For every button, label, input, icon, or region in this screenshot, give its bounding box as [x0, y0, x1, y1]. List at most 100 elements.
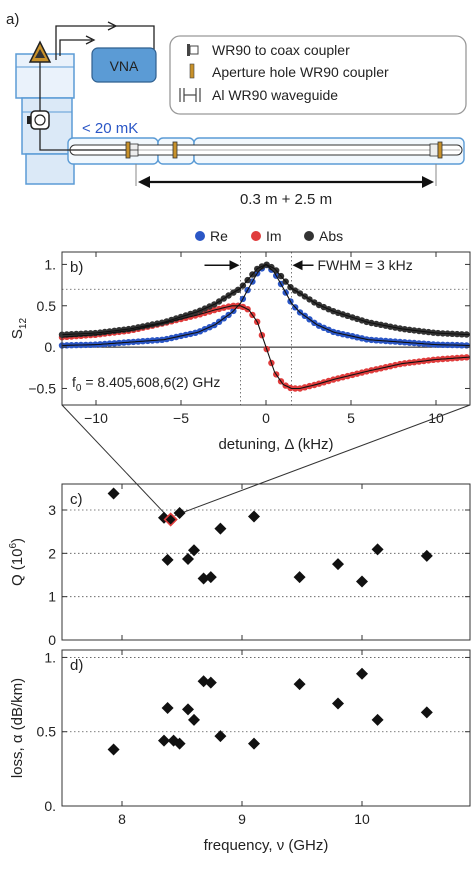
legend-item-aperture-hole: Aperture hole WR90 coupler: [212, 64, 389, 80]
f0-annotation: f0 = 8.405,608,6(2) GHz: [72, 374, 220, 394]
loss-data-point: [420, 706, 433, 719]
panel-d-x-tick-label: 9: [238, 811, 246, 827]
panel-d-y-tick-label: 0.5: [37, 724, 57, 740]
legend-re-label: Re: [210, 228, 228, 244]
panel-d-data-points: [107, 667, 433, 756]
vna-box: VNA: [91, 47, 157, 83]
panel-d-frame: [61, 649, 471, 807]
legend-waveguide-icon: [179, 88, 201, 102]
q-data-point: [371, 543, 384, 556]
q-data-point: [293, 571, 306, 584]
panel-c-y-axis-label: Q (106): [8, 538, 26, 586]
fit-curve-abs: [61, 263, 471, 336]
legend-item-coax-coupler: WR90 to coax coupler: [212, 42, 350, 58]
panel-c-data-points: [107, 487, 433, 588]
panel-b-data-points: [58, 261, 470, 392]
loss-data-point: [356, 667, 368, 680]
panel-c-y-tick-label: 0: [48, 632, 56, 648]
loss-data-point: [293, 678, 306, 691]
panel-b-fit-curves: [61, 263, 471, 390]
length-label: 0.3 m + 2.5 m: [240, 191, 332, 208]
loss-data-point: [332, 697, 344, 710]
panel-b-y-tick-label: 0.5: [37, 298, 57, 314]
cryostat-cold-stage: [25, 153, 75, 185]
q-data-point: [214, 522, 227, 535]
loss-data-point: [158, 734, 170, 747]
legend-coax-coupler-icon: [187, 44, 199, 56]
coax-coupler-left-icon: [125, 141, 139, 159]
loss-data-point: [371, 713, 384, 726]
coax-coupler-right-icon: [429, 141, 443, 159]
panel-b-y-tick-label: −0.5: [28, 380, 56, 396]
loss-data-point: [188, 713, 200, 726]
loss-data-point: [107, 743, 120, 756]
f0-subscript: 0: [76, 383, 82, 394]
panel-c-y-tick-label: 1: [48, 589, 56, 605]
panel-d-y-tick-label: 1.: [44, 649, 56, 665]
q-highlighted-point: [163, 512, 178, 527]
f0-symbol: f: [72, 374, 76, 390]
s12-subscript: 12: [18, 317, 29, 329]
panel-c-frame: [61, 483, 471, 641]
cables: [39, 21, 155, 151]
panel-b-y-tick-label: 1.: [44, 256, 56, 272]
loss-data-point: [204, 676, 217, 689]
vna-label: VNA: [110, 58, 139, 74]
panel-c-y-tick-label: 2: [48, 545, 56, 561]
q-data-point: [107, 487, 120, 500]
panel-b-x-tick-label: −5: [173, 410, 189, 426]
q-data-point: [204, 571, 217, 584]
legend-im-label: Im: [266, 228, 282, 244]
legend-item-waveguide: Al WR90 waveguide: [212, 87, 338, 103]
f0-value: = 8.405,608,6(2) GHz: [81, 374, 220, 390]
panel-b-x-tick-label: 0: [262, 410, 270, 426]
panel-c-quality-factor: 0 1 2 3 c) Q (106): [8, 483, 471, 648]
fwhm-label: FWHM = 3 kHz: [318, 257, 413, 273]
loss-data-point: [248, 737, 260, 750]
q-data-point: [248, 510, 260, 523]
fwhm-annotation: FWHM = 3 kHz: [204, 257, 413, 273]
panel-b-label: b): [70, 259, 83, 276]
q-data-point: [173, 507, 186, 520]
legend-im-marker: [251, 231, 261, 241]
q-label-text: Q (10: [9, 549, 26, 587]
s12-symbol: S: [9, 329, 26, 339]
panel-b-legend: Re Im Abs: [195, 228, 343, 244]
q-data-point: [182, 552, 194, 565]
panel-d-x-axis-label: frequency, ν (GHz): [204, 837, 329, 854]
panel-b-y-tick-label: 0.: [44, 339, 56, 355]
panel-d-x-tick-label: 8: [118, 811, 126, 827]
fit-curve-im: [61, 305, 471, 390]
loss-data-point: [214, 730, 227, 743]
loss-data-point: [182, 703, 194, 716]
circulator-icon: [27, 110, 50, 130]
panel-b-y-axis-label: S12: [9, 317, 29, 339]
panel-b-x-tick-label: −10: [84, 410, 108, 426]
panel-a-schematic: a): [6, 11, 467, 208]
legend-re-marker: [195, 231, 205, 241]
q-data-point: [161, 553, 174, 566]
panel-a-label: a): [6, 11, 19, 28]
q-label-close: ): [9, 538, 26, 543]
panel-d-y-tick-label: 0.: [44, 798, 56, 814]
length-dimension: 0.3 m + 2.5 m: [135, 164, 437, 208]
q-data-point: [356, 575, 368, 588]
panel-c-y-tick-label: 3: [48, 502, 56, 518]
legend-abs-label: Abs: [319, 228, 343, 244]
panel-d-loss: 0. 0.5 1. 8 9 10 d) loss, α (dB/km) frequency…: [9, 649, 471, 854]
panel-d-x-tick-label: 10: [354, 811, 370, 827]
panel-d-label: d): [70, 657, 83, 674]
loss-data-point: [173, 737, 186, 750]
loss-data-point: [161, 701, 174, 714]
legend-abs-marker: [304, 231, 314, 241]
zoom-connector-lines: [61, 404, 471, 517]
q-data-point: [420, 549, 433, 562]
connector-left: [61, 404, 168, 516]
q-label-exponent: 6: [8, 543, 19, 549]
q-data-point: [188, 544, 200, 557]
q-data-point: [332, 558, 344, 571]
legend-aperture-hole-icon: [189, 63, 195, 79]
panel-d-y-axis-label: loss, α (dB/km): [9, 678, 26, 778]
amplifier-icon: [28, 40, 52, 63]
